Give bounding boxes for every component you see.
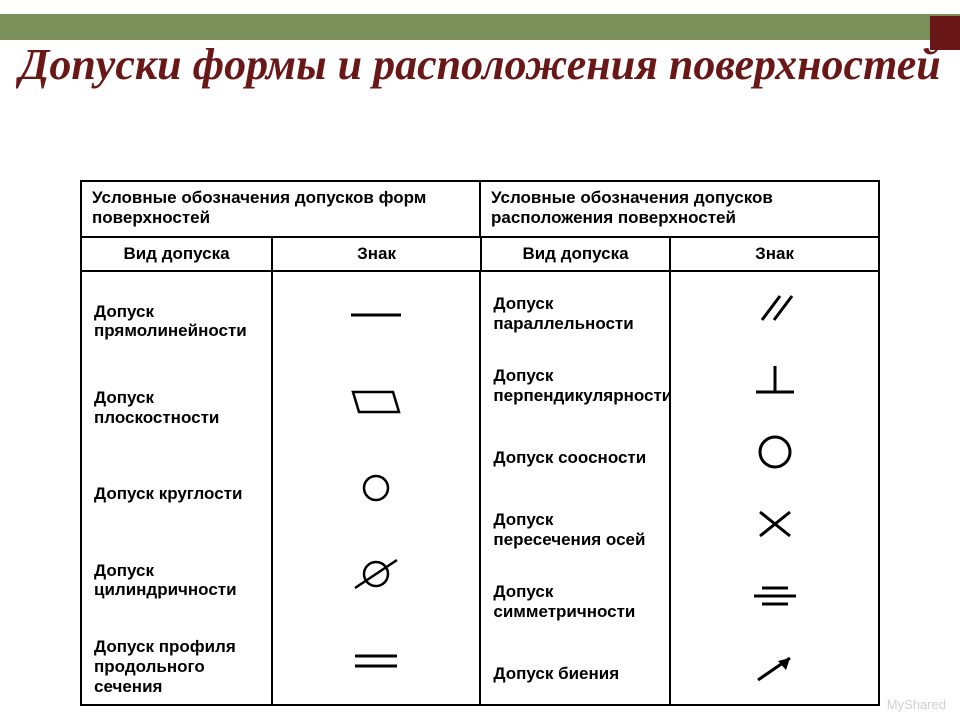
watermark: MyShared: [887, 697, 946, 712]
tolerance-sign-double-slash: [671, 272, 878, 344]
tolerance-sign-triple-line: [671, 560, 878, 632]
tolerance-sign-parallelogram: [273, 358, 480, 444]
left-names-column: Допуск прямолинейностиДопуск плоскостнос…: [82, 272, 271, 704]
tolerance-table: Условные обозначения допусков форм повер…: [80, 180, 880, 706]
table-subheader-row: Вид допуска Знак Вид допуска Знак: [82, 236, 878, 270]
tolerance-sign-cross: [671, 488, 878, 560]
header-left: Условные обозначения допусков форм повер…: [82, 182, 479, 236]
tolerance-name: Допуск параллельности: [491, 278, 661, 350]
left-signs-column: [271, 272, 480, 704]
subheader-left-sign: Знак: [271, 238, 480, 270]
tolerance-sign-equals: [273, 618, 480, 704]
page-title: Допуски формы и расположения поверхносте…: [0, 40, 960, 91]
top-stripe: [0, 14, 960, 40]
tolerance-sign-big-circle: [671, 416, 878, 488]
tolerance-name: Допуск соосности: [491, 422, 661, 494]
table-header-row: Условные обозначения допусков форм повер…: [82, 182, 878, 236]
tolerance-name: Допуск прямолинейности: [92, 278, 263, 364]
right-names-column: Допуск параллельностиДопуск перпендикуля…: [479, 272, 669, 704]
header-right: Условные обозначения допусков расположен…: [479, 182, 878, 236]
tolerance-name: Допуск плоскостности: [92, 364, 263, 450]
tolerance-sign-arrow: [671, 632, 878, 704]
subheader-right-sign: Знак: [669, 238, 878, 270]
tolerance-name: Допуск пересечения осей: [491, 494, 661, 566]
tolerance-sign-line: [273, 272, 480, 358]
right-signs-column: [669, 272, 878, 704]
tolerance-name: Допуск профиля продольного сечения: [92, 624, 263, 710]
tolerance-sign-perp: [671, 344, 878, 416]
subheader-right-name: Вид допуска: [480, 238, 669, 270]
tolerance-sign-circle: [273, 445, 480, 531]
table-body-row: Допуск прямолинейностиДопуск плоскостнос…: [82, 270, 878, 704]
tolerance-name: Допуск цилиндричности: [92, 537, 263, 623]
subheader-left-name: Вид допуска: [82, 238, 271, 270]
tolerance-sign-circle-slash: [273, 531, 480, 617]
tolerance-name: Допуск биения: [491, 638, 661, 710]
tolerance-name: Допуск круглости: [92, 451, 263, 537]
tolerance-name: Допуск симметричности: [491, 566, 661, 638]
tolerance-name: Допуск перпендикулярности: [491, 350, 661, 422]
